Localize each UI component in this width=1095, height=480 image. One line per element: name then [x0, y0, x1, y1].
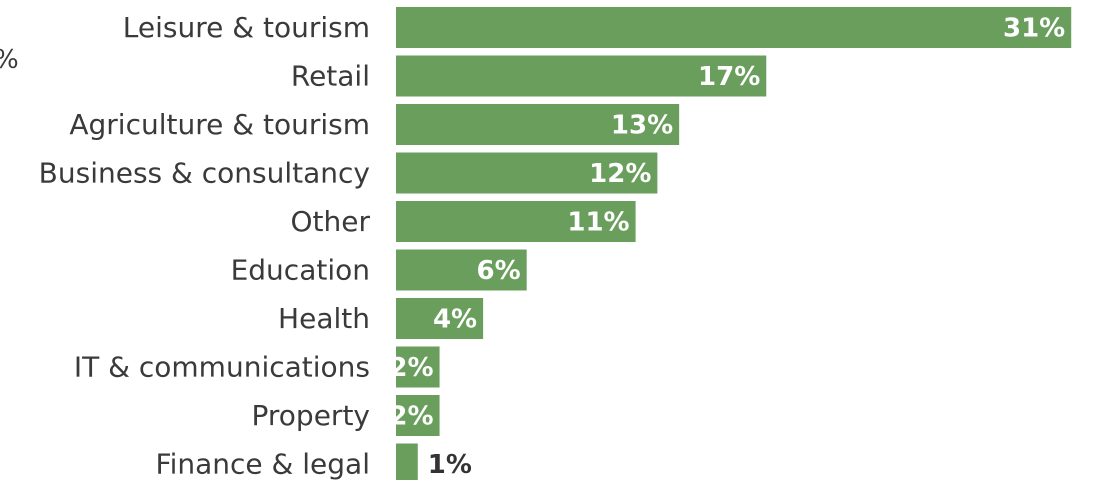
- category-label: Leisure & tourism: [123, 11, 370, 44]
- value-label: 13%: [611, 111, 673, 141]
- bars-group: Leisure & tourism 31% Retail 17% Agriculture…: [39, 7, 1072, 480]
- bar: [396, 249, 527, 291]
- category-label: Retail: [291, 60, 370, 93]
- value-label: 4%: [433, 305, 477, 335]
- bar: [396, 55, 767, 97]
- value-label: 11%: [567, 208, 629, 238]
- category-label: Health: [278, 302, 370, 335]
- bar: [396, 7, 1072, 48]
- bar: [396, 346, 440, 388]
- bar: [396, 395, 440, 436]
- bar: [396, 104, 680, 145]
- category-label: Property: [252, 399, 370, 432]
- category-label: Other: [290, 205, 370, 238]
- value-label: 12%: [589, 159, 651, 189]
- category-label: Finance & legal: [156, 448, 370, 480]
- category-label: Education: [231, 254, 370, 287]
- bar: [396, 443, 418, 480]
- value-label: 2%: [389, 402, 433, 432]
- value-label: 17%: [698, 62, 760, 92]
- bar: [396, 298, 484, 339]
- category-label: Business & consultancy: [39, 157, 370, 190]
- bar: [396, 201, 636, 242]
- value-label: 31%: [1003, 14, 1065, 44]
- value-label: 2%: [389, 353, 433, 383]
- bar: [396, 152, 658, 194]
- value-label: 1%: [428, 450, 472, 480]
- category-label: Agriculture & tourism: [69, 108, 370, 141]
- category-label: IT & communications: [74, 351, 370, 384]
- left-edge-percent-glyph: %: [0, 45, 19, 75]
- value-label: 6%: [477, 256, 521, 286]
